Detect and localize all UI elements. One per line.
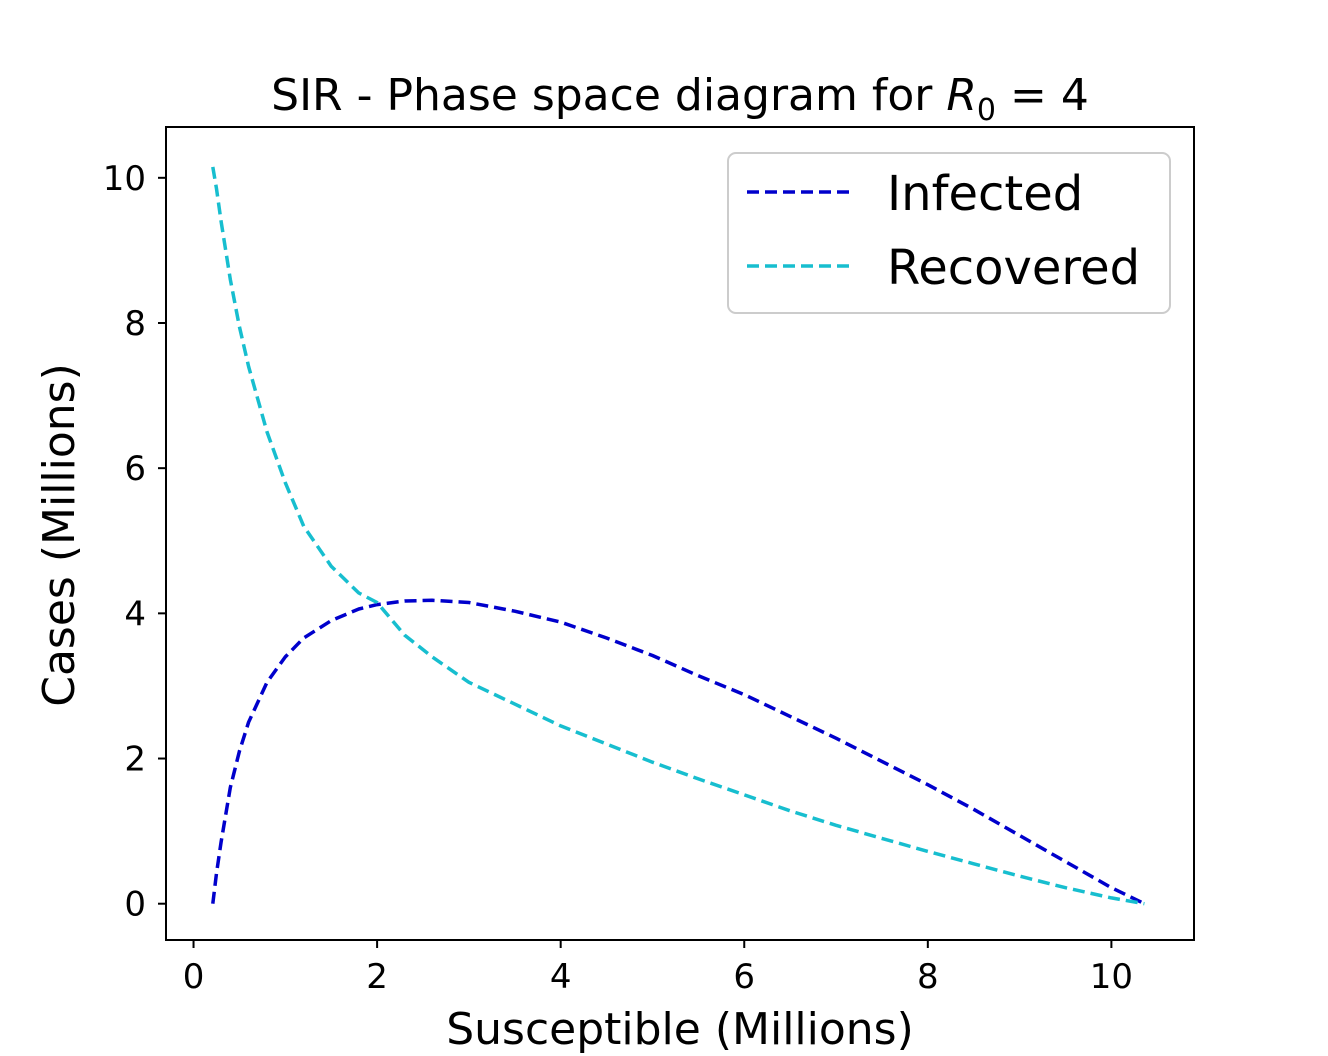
legend-label-infected: Infected [887, 166, 1083, 222]
y-tick-label: 6 [124, 449, 146, 489]
x-tick-label: 0 [183, 957, 205, 997]
y-tick-label: 10 [103, 159, 146, 199]
x-axis-label: Susceptible (Millions) [446, 1004, 914, 1055]
x-tick-label: 4 [550, 957, 572, 997]
series-layer [211, 166, 1146, 906]
legend-label-recovered: Recovered [887, 240, 1140, 296]
x-tick-label: 10 [1090, 957, 1133, 997]
y-tick-label: 8 [124, 304, 146, 344]
series-line-infected [211, 598, 1146, 906]
x-tick-label: 6 [733, 957, 755, 997]
y-axis-label: Cases (Millions) [34, 363, 85, 707]
x-axis-ticks: 0 2 4 6 8 10 [183, 940, 1133, 997]
y-tick-label: 4 [124, 594, 146, 634]
chart-title: SIR - Phase space diagram for R0 = 4 [271, 70, 1089, 128]
y-tick-label: 2 [124, 740, 146, 780]
legend: Infected Recovered [727, 152, 1171, 314]
x-tick-label: 2 [366, 957, 388, 997]
series-line-recovered [211, 166, 1145, 906]
y-tick-label: 0 [124, 885, 146, 925]
y-axis-ticks: 0 2 4 6 8 10 [103, 159, 166, 925]
x-tick-label: 8 [917, 957, 939, 997]
